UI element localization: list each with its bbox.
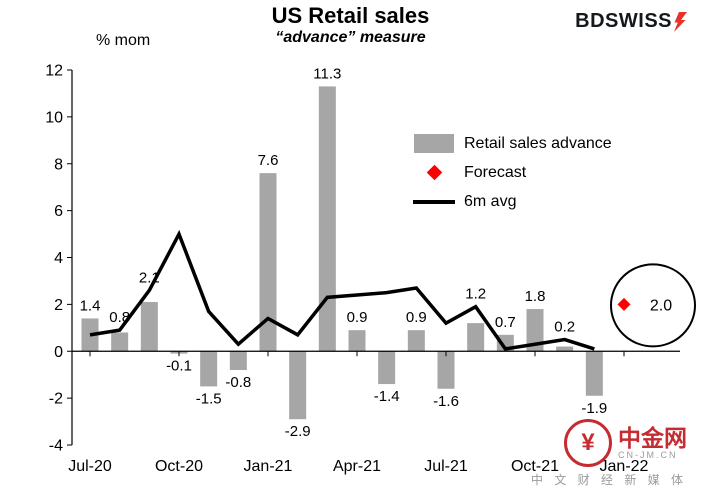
chart-text: Apr-21 (333, 458, 381, 475)
chart-text: Oct-20 (155, 458, 203, 475)
chart-text: 0.9 (406, 309, 427, 326)
chart-text: -2 (49, 391, 63, 408)
chart-text: 0.2 (554, 319, 575, 336)
bar-Mar-21 (318, 86, 336, 352)
chart-text: 0 (54, 344, 63, 361)
lightning-bolt-shape (674, 11, 687, 32)
bar-Jul-21 (437, 351, 455, 389)
chart-text: 2 (54, 297, 63, 314)
chart-text: -2.9 (285, 423, 311, 440)
bar-May-21 (378, 351, 396, 385)
watermark-site-name: 中金网 (618, 424, 687, 451)
diamond-swatch-icon (410, 164, 458, 181)
chart-text: 10 (45, 109, 63, 126)
legend-label: Forecast (464, 163, 527, 181)
chart-text: -0.8 (225, 374, 251, 391)
bar-Feb-21 (289, 351, 307, 420)
chart-text: 4 (54, 250, 63, 267)
watermark-tagline: 中 文 财 经 新 媒 体 (530, 473, 687, 487)
bar-Nov-20 (200, 351, 218, 387)
chart-text: -1.5 (196, 390, 222, 407)
bdswiss-logo: BDSWISS (575, 10, 687, 33)
chart-text: 1.8 (525, 288, 546, 305)
chart-text: Jan-22 (600, 458, 649, 475)
chart-text: 8 (54, 156, 63, 173)
chart-text: 1.2 (465, 286, 486, 303)
chart-text: Jan-21 (244, 458, 293, 475)
chart-text: -1.4 (374, 388, 400, 405)
legend: Retail sales advance Forecast 6m avg (410, 129, 612, 216)
bar-swatch-icon (410, 134, 458, 153)
chart-text: Oct-21 (511, 458, 559, 475)
bar-Dec-20 (229, 351, 247, 370)
brand-text-bd: BD (575, 10, 606, 32)
chart-text: 2.0 (650, 297, 672, 314)
cnjm-logo-icon: ¥ (564, 419, 612, 467)
forecast-diamond-marker (617, 297, 631, 311)
line-swatch-icon (410, 199, 458, 204)
chart-text: 11.3 (313, 65, 341, 82)
forecast-circle-annotation (610, 263, 696, 348)
y-axis-unit-label: % mom (96, 32, 151, 49)
six-month-avg-line (89, 229, 595, 351)
watermark-name-block: 中金网 CN-JM.CN (618, 426, 687, 461)
bar-Sep-20 (140, 302, 158, 352)
bar-Dec-21 (585, 351, 603, 396)
bar-Jan-21 (259, 173, 277, 352)
watermark-top-row: ¥ 中金网 CN-JM.CN (531, 419, 687, 467)
chart-text: -4 (49, 438, 63, 455)
chart-text: -0.1 (166, 358, 192, 375)
cn-jm-watermark: ¥ 中金网 CN-JM.CN 中 文 财 经 新 媒 体 (531, 419, 687, 488)
chart-text: 0.7 (495, 314, 516, 331)
lightning-bolt-icon (674, 11, 687, 32)
legend-label: Retail sales advance (464, 134, 612, 152)
chart-text: 2.1 (139, 269, 160, 286)
chart-text: -1.9 (581, 400, 607, 417)
legend-item-forecast: Forecast (410, 158, 612, 187)
bar-Oct-21 (526, 309, 544, 352)
watermark-site-url: CN-JM.CN (618, 449, 678, 460)
bar-Apr-21 (348, 330, 366, 352)
bar-Aug-20 (111, 332, 129, 352)
chart-text: 0.8 (109, 309, 130, 326)
chart-text: 6 (54, 203, 63, 220)
brand-text-swiss: SWISS (605, 10, 672, 32)
legend-label: 6m avg (464, 192, 517, 210)
chart-text: 12 (45, 63, 63, 80)
legend-item-6m-avg: 6m avg (410, 187, 612, 216)
chart-text: 1.4 (80, 297, 101, 314)
chart-text: -1.6 (433, 393, 459, 410)
yuan-coin-glyph: ¥ (581, 429, 595, 456)
bar-Nov-21 (556, 346, 574, 352)
chart-text: Jul-20 (68, 458, 112, 475)
brand-text: BDSWISS (575, 10, 672, 33)
bar-Jun-21 (407, 330, 425, 352)
bar-Aug-21 (467, 323, 485, 352)
legend-item-retail-sales-advance: Retail sales advance (410, 129, 612, 158)
chart-text: 7.6 (258, 152, 279, 169)
chart-text: 0.9 (347, 309, 368, 326)
chart-text: Jul-21 (424, 458, 468, 475)
